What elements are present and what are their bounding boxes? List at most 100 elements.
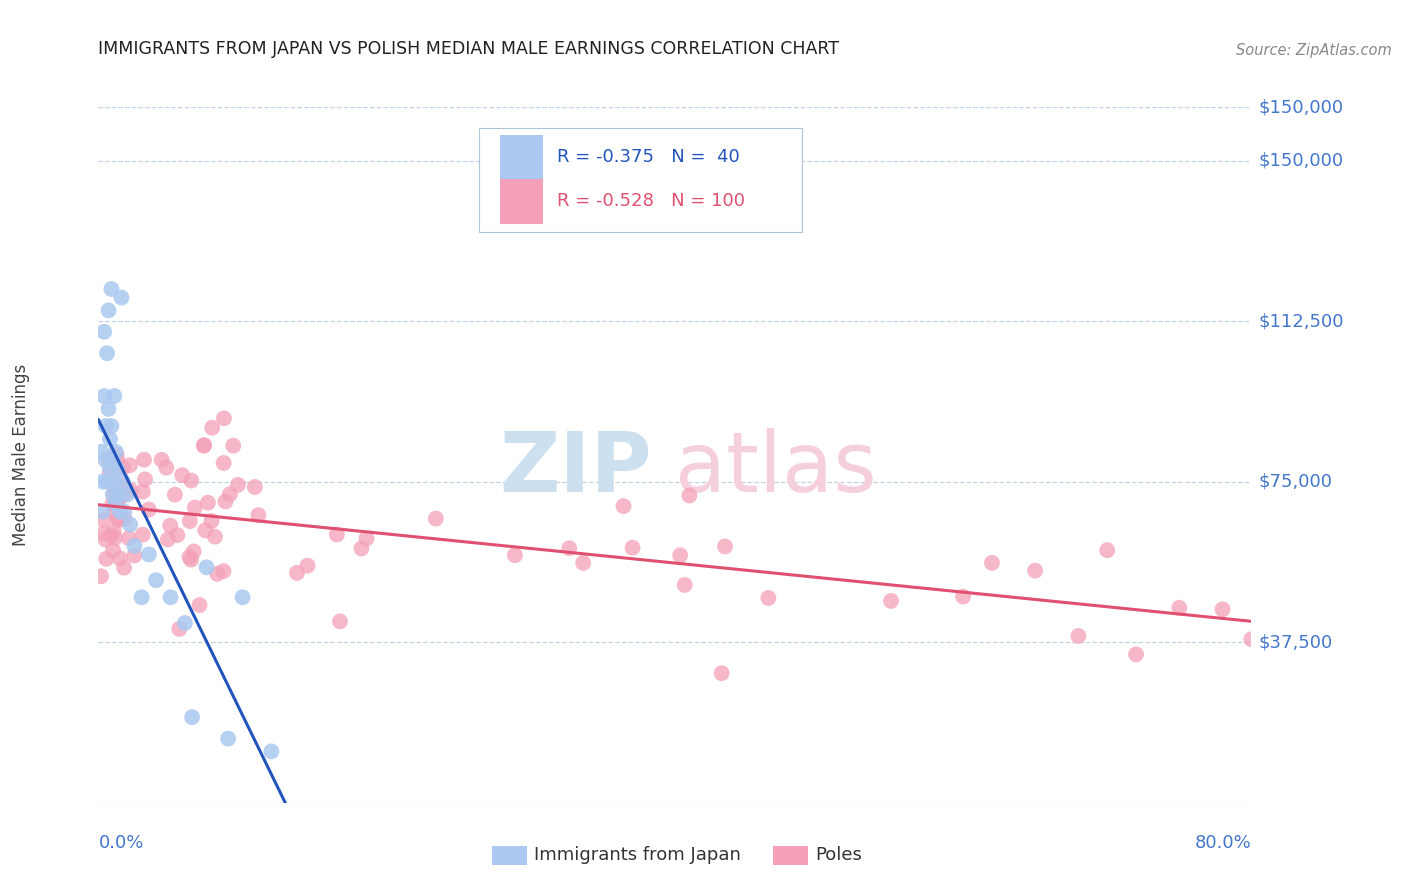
Point [193, 439, 215, 453]
Text: 80.0%: 80.0% [1195, 834, 1251, 852]
Point [219, 487, 242, 501]
Point [100, 419, 122, 434]
Point [110, 291, 132, 305]
Point [204, 530, 226, 544]
Point [112, 505, 135, 519]
Point [195, 560, 218, 574]
Point [285, 566, 308, 580]
Point [108, 477, 131, 491]
Point [90, 569, 112, 583]
Point [108, 505, 131, 519]
Point [98, 453, 121, 467]
Point [107, 511, 129, 525]
Point [101, 487, 124, 501]
Point [669, 548, 692, 562]
Text: IMMIGRANTS FROM JAPAN VS POLISH MEDIAN MALE EARNINGS CORRELATION CHART: IMMIGRANTS FROM JAPAN VS POLISH MEDIAN M… [98, 40, 839, 58]
Point [184, 500, 207, 515]
Point [1097, 543, 1119, 558]
Point [114, 512, 136, 526]
Point [183, 544, 205, 558]
Point [104, 531, 127, 545]
Point [111, 461, 134, 475]
Point [108, 490, 131, 504]
Point [90, 444, 112, 458]
Point [181, 710, 204, 724]
Point [103, 475, 125, 489]
Point [93, 513, 115, 527]
Point [710, 666, 733, 681]
Point [108, 513, 131, 527]
Point [231, 591, 254, 605]
Point [120, 517, 142, 532]
Point [1024, 564, 1046, 578]
Point [356, 532, 378, 546]
Point [104, 444, 127, 458]
Point [673, 578, 696, 592]
Point [174, 615, 197, 630]
Point [124, 539, 146, 553]
Point [180, 474, 202, 488]
Text: R = -0.375   N =  40: R = -0.375 N = 40 [557, 148, 740, 166]
Point [247, 508, 270, 523]
Point [222, 439, 245, 453]
Point [97, 303, 120, 318]
Text: Median Male Earnings: Median Male Earnings [13, 364, 30, 546]
Point [172, 468, 194, 483]
Text: R = -0.528   N = 100: R = -0.528 N = 100 [557, 192, 745, 210]
Point [118, 458, 141, 473]
Point [107, 496, 129, 510]
Point [105, 448, 128, 462]
Point [166, 528, 188, 542]
Text: ZIP: ZIP [499, 428, 652, 509]
Point [98, 462, 121, 476]
Point [132, 484, 155, 499]
Point [200, 514, 222, 528]
Point [163, 488, 186, 502]
Point [193, 438, 215, 452]
Point [96, 346, 118, 360]
Point [94, 533, 117, 547]
Point [100, 282, 122, 296]
Point [112, 488, 135, 502]
Point [329, 615, 352, 629]
Point [93, 389, 115, 403]
FancyBboxPatch shape [499, 178, 544, 224]
Point [197, 496, 219, 510]
Text: $75,000: $75,000 [1258, 473, 1333, 491]
Point [94, 453, 117, 467]
Point [621, 541, 644, 555]
Point [217, 731, 239, 746]
Point [159, 591, 181, 605]
Point [558, 541, 581, 556]
Point [100, 528, 122, 542]
Point [212, 564, 235, 578]
Point [118, 531, 141, 545]
Point [212, 456, 235, 470]
Point [132, 452, 155, 467]
Point [103, 524, 125, 538]
Point [101, 470, 124, 484]
Point [981, 556, 1004, 570]
Point [103, 504, 125, 518]
Point [94, 419, 117, 434]
Point [93, 325, 115, 339]
Point [260, 744, 283, 758]
Point [201, 420, 224, 434]
Point [97, 401, 120, 416]
Point [572, 556, 595, 570]
Text: $112,500: $112,500 [1258, 312, 1344, 330]
Point [98, 467, 121, 481]
Text: Source: ZipAtlas.com: Source: ZipAtlas.com [1236, 43, 1392, 58]
Point [503, 548, 526, 562]
Point [326, 527, 349, 541]
Point [105, 462, 128, 476]
Point [425, 511, 447, 525]
Point [101, 496, 124, 510]
Point [134, 472, 156, 486]
Point [138, 502, 160, 516]
Point [194, 524, 217, 538]
Text: $150,000: $150,000 [1258, 152, 1344, 169]
Point [1168, 600, 1191, 615]
Point [207, 566, 229, 581]
Point [1212, 602, 1234, 616]
